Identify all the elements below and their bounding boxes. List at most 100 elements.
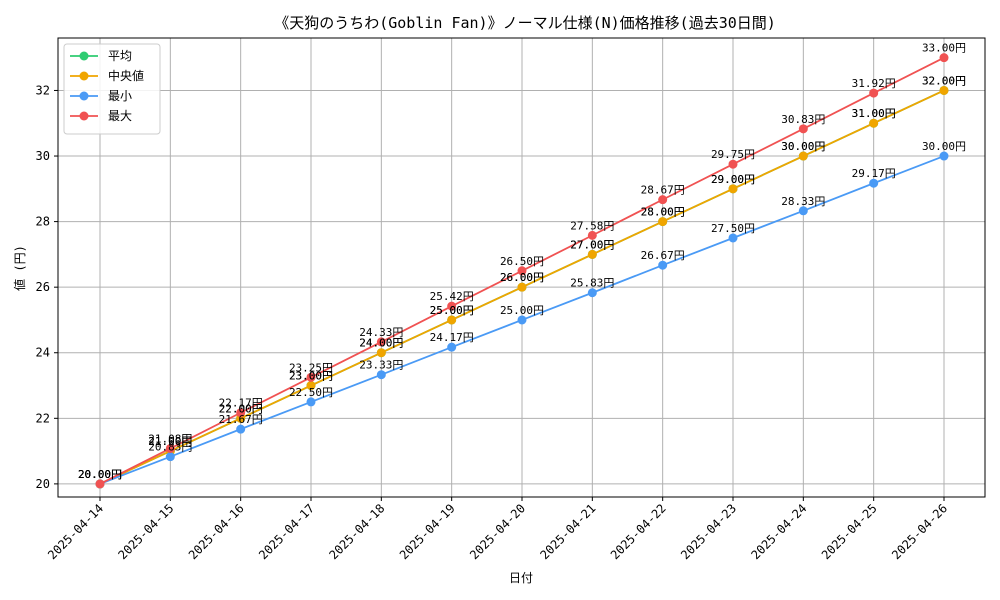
data-point [236, 424, 246, 434]
x-tick-label: 2025-04-21 [537, 501, 598, 562]
data-point [517, 266, 527, 276]
data-label: 29.00円 [711, 173, 755, 186]
legend-marker [79, 71, 89, 81]
data-label: 27.50円 [711, 222, 755, 235]
legend-marker [79, 91, 89, 101]
y-tick-label: 20 [36, 477, 50, 491]
data-label: 24.00円 [359, 337, 403, 350]
data-point [376, 337, 386, 347]
data-label: 31.00円 [852, 107, 896, 120]
data-label: 22.50円 [289, 386, 333, 399]
data-point [447, 301, 457, 311]
data-label: 25.00円 [500, 304, 544, 317]
data-label: 25.00円 [430, 304, 474, 317]
data-label: 28.67円 [641, 184, 685, 197]
data-point [587, 230, 597, 240]
data-label: 30.00円 [781, 140, 825, 153]
x-tick-label: 2025-04-20 [467, 501, 528, 562]
data-label: 28.33円 [781, 195, 825, 208]
data-point [306, 397, 316, 407]
data-point [306, 381, 316, 391]
data-label: 33.00円 [922, 42, 966, 55]
data-label: 26.00円 [500, 271, 544, 284]
data-point [587, 288, 597, 298]
data-point [587, 249, 597, 259]
data-label: 28.00円 [641, 206, 685, 219]
data-label: 26.00円 [500, 271, 544, 284]
data-label: 27.58円 [570, 219, 614, 232]
legend-label: 最大 [108, 109, 132, 123]
data-label: 29.17円 [852, 167, 896, 180]
legend-item: 中央値 [70, 68, 144, 83]
legend-marker [79, 111, 89, 121]
data-point [728, 233, 738, 243]
data-point [658, 217, 668, 227]
data-point [165, 443, 175, 453]
data-label: 22.00円 [219, 402, 263, 415]
data-point [939, 53, 949, 63]
data-label: 22.17円 [219, 397, 263, 410]
data-point [798, 151, 808, 161]
data-label: 27.00円 [570, 238, 614, 251]
data-point [236, 408, 246, 418]
data-point [869, 118, 879, 128]
data-label: 32.00円 [922, 74, 966, 87]
x-tick-label: 2025-04-16 [186, 501, 247, 562]
data-label: 21.00円 [148, 435, 192, 448]
legend-label: 最小 [108, 89, 132, 103]
x-tick-label: 2025-04-25 [819, 501, 880, 562]
y-tick-label: 30 [36, 149, 50, 163]
x-tick-label: 2025-04-18 [326, 501, 387, 562]
data-point [869, 88, 879, 98]
x-tick-label: 2025-04-17 [256, 501, 317, 562]
data-label: 31.00円 [852, 107, 896, 120]
series-2 [95, 151, 949, 489]
data-point [376, 348, 386, 358]
data-point [658, 195, 668, 205]
data-label: 23.00円 [289, 370, 333, 383]
data-point [517, 282, 527, 292]
y-tick-label: 28 [36, 215, 50, 229]
data-point [306, 372, 316, 382]
data-label: 28.00円 [641, 206, 685, 219]
data-label: 30.00円 [781, 140, 825, 153]
data-point [728, 184, 738, 194]
legend-item: 最大 [70, 109, 132, 123]
y-axis: 20 22 24 26 28 30 32 [36, 83, 58, 491]
data-label: 21.67円 [219, 413, 263, 426]
data-point [376, 370, 386, 380]
data-label: 29.00円 [711, 173, 755, 186]
data-label: 26.50円 [500, 255, 544, 268]
legend-item: 最小 [70, 89, 132, 103]
data-label: 21.00円 [148, 435, 192, 448]
data-label: 30.00円 [922, 140, 966, 153]
data-label: 24.17円 [430, 331, 474, 344]
y-axis-label: 値 (円) [12, 245, 27, 291]
x-tick-label: 2025-04-15 [115, 501, 176, 562]
data-label: 30.83円 [781, 113, 825, 126]
series-layer [95, 53, 949, 489]
data-label: 25.00円 [430, 304, 474, 317]
data-label: 29.75円 [711, 148, 755, 161]
data-label: 20.00円 [78, 468, 122, 481]
data-label: 23.33円 [359, 359, 403, 372]
x-axis-label: 日付 [509, 571, 533, 585]
data-label: 24.33円 [359, 326, 403, 339]
legend-marker [79, 51, 89, 61]
legend-item: 平均 [70, 49, 132, 63]
chart-title: 《天狗のうちわ(Goblin Fan)》ノーマル仕様(N)価格推移(過去30日間… [274, 14, 776, 32]
data-point [869, 178, 879, 188]
data-point [447, 315, 457, 325]
series-3 [95, 53, 949, 489]
data-label: 20.83円 [148, 441, 192, 454]
x-tick-label: 2025-04-22 [608, 501, 669, 562]
data-label: 20.00円 [78, 468, 122, 481]
data-point [165, 452, 175, 462]
data-label: 24.00円 [359, 337, 403, 350]
legend-label: 中央値 [108, 68, 144, 83]
data-label: 21.08円 [148, 432, 192, 445]
data-point [658, 260, 668, 270]
y-tick-label: 26 [36, 280, 50, 294]
data-point [447, 342, 457, 352]
